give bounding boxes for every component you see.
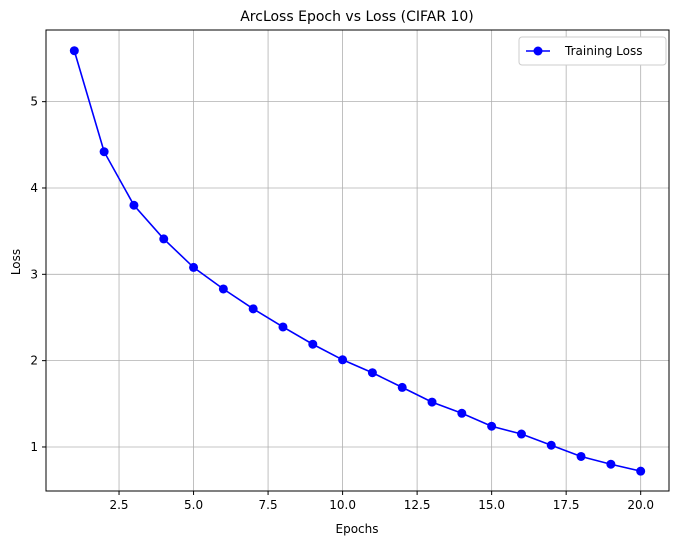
y-axis-label: Loss [9,249,23,275]
y-tick-label: 2 [30,354,38,368]
series-line [73,50,641,472]
y-tick-label: 5 [30,95,38,109]
data-point [278,322,288,332]
y-tick-label: 1 [30,440,38,454]
tick-labels: 2.5 5.0 7.5 10.0 12.5 15.0 17.5 20.0 1 2 3 4 5 [30,95,654,512]
x-tick-label: 20.0 [627,498,654,512]
data-point [546,440,556,450]
data-point [99,147,109,157]
series-layer [69,46,646,476]
x-axis-label: Epochs [336,522,379,536]
data-point [338,355,348,365]
x-tick-label: 7.5 [259,498,278,512]
data-point [367,368,377,378]
x-tick-label: 17.5 [553,498,580,512]
data-point [457,408,467,418]
data-point [427,397,437,407]
x-tick-label: 15.0 [478,498,505,512]
data-point [69,46,79,56]
x-tick-label: 10.0 [329,498,356,512]
legend-box [518,36,667,66]
x-tick-label: 12.5 [404,498,431,512]
data-point [487,421,497,431]
legend-marker [533,46,543,56]
data-point [606,459,616,469]
legend-label: Training Loss [564,44,642,58]
axes [45,29,670,492]
chart-title: ArcLoss Epoch vs Loss (CIFAR 10) [240,9,474,25]
data-point [218,284,228,294]
data-point [308,339,318,349]
data-point [159,234,169,244]
data-point [189,262,199,272]
data-point [636,466,646,476]
data-point [516,429,526,439]
y-tick-label: 3 [30,267,38,281]
data-point [397,382,407,392]
x-tick-label: 5.0 [184,498,203,512]
grid-lines [46,30,669,491]
data-point [248,304,258,314]
plot-frame [45,29,670,492]
y-tick-label: 4 [30,181,38,195]
x-tick-label: 2.5 [109,498,128,512]
data-point [129,200,139,210]
legend: Training Loss [518,36,667,66]
data-point [576,451,586,461]
